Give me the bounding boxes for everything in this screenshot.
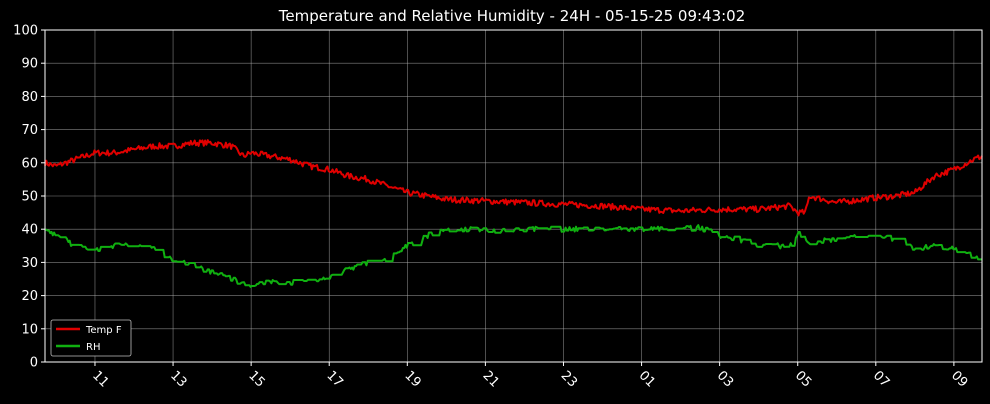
legend-label-temp: Temp F	[85, 325, 122, 336]
x-tick-label: 09	[948, 368, 970, 390]
y-tick-label: 50	[21, 190, 38, 205]
y-tick-label: 90	[21, 57, 38, 72]
y-tick-label: 70	[21, 123, 38, 138]
y-tick-label: 100	[13, 24, 38, 39]
y-tick-label: 10	[21, 322, 38, 337]
y-axis: 0 10 20 30 40 50 60 70 80 90 100	[13, 24, 45, 371]
x-tick-label: 11	[89, 368, 111, 390]
legend-label-rh: RH	[86, 342, 100, 353]
y-tick-label: 80	[21, 90, 38, 105]
x-tick-label: 21	[480, 368, 502, 390]
x-tick-label: 01	[636, 368, 658, 390]
grid	[45, 29, 982, 363]
x-tick-label: 07	[870, 368, 892, 390]
x-axis: 11 13 15 17 19 21 23 01 03 05 07 09	[89, 362, 970, 391]
x-tick-label: 17	[323, 368, 345, 390]
series-rh-line	[45, 224, 982, 288]
series-layer	[44, 139, 983, 288]
legend: Temp F RH	[50, 319, 132, 357]
x-tick-label: 05	[792, 368, 814, 390]
y-tick-label: 60	[21, 156, 38, 171]
x-tick-label: 03	[714, 368, 736, 390]
chart-title: Temperature and Relative Humidity - 24H …	[278, 7, 746, 25]
x-tick-label: 23	[558, 368, 580, 390]
y-tick-label: 30	[21, 256, 38, 271]
y-tick-label: 40	[21, 223, 38, 238]
x-tick-label: 19	[401, 368, 423, 390]
y-tick-label: 20	[21, 289, 38, 304]
x-tick-label: 13	[167, 368, 189, 390]
x-tick-label: 15	[245, 368, 267, 390]
y-tick-label: 0	[30, 356, 38, 371]
series-temp-line	[44, 139, 983, 217]
